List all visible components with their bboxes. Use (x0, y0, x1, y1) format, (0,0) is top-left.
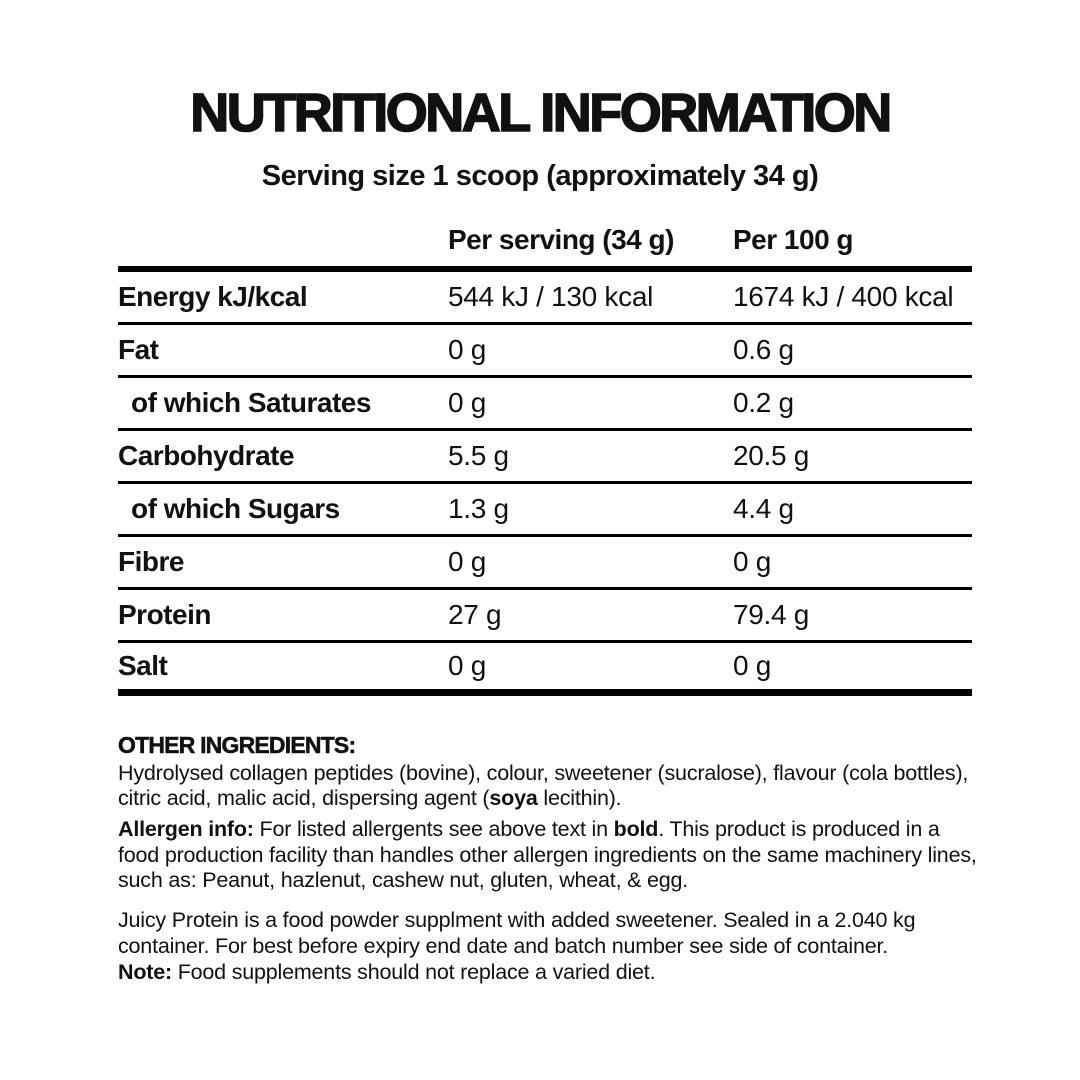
per-serving-value: 1.3 g (448, 493, 509, 524)
ingredients-allergen-bold: soya (489, 786, 538, 810)
table-row-carbohydrate: Carbohydrate 5.5 g 20.5 g (118, 431, 972, 484)
nutrition-table: Per serving (34 g) Per 100 g Energy kJ/k… (118, 222, 972, 696)
per-100g-value: 20.5 g (733, 440, 810, 471)
note-lead: Note: (118, 960, 172, 984)
per-serving-value: 5.5 g (448, 440, 509, 471)
other-ingredients-heading: OTHER INGREDIENTS: (118, 732, 357, 758)
table-header-row: Per serving (34 g) Per 100 g (118, 222, 972, 272)
table-row-salt: Salt 0 g 0 g (118, 643, 972, 696)
per-serving-value: 27 g (448, 599, 502, 630)
table-row-protein: Protein 27 g 79.4 g (118, 590, 972, 643)
note-text: Note: Food supplements should not replac… (118, 960, 980, 986)
nutrient-label: Energy kJ/kcal (118, 281, 308, 312)
nutrient-label: Fat (118, 334, 159, 365)
nutrient-label: Fibre (118, 546, 184, 577)
col-header-nutrient (118, 256, 448, 266)
table-row-fat: Fat 0 g 0.6 g (118, 325, 972, 378)
col-header-per-serving: Per serving (34 g) (448, 224, 674, 255)
table-row-fibre: Fibre 0 g 0 g (118, 537, 972, 590)
nutrient-label: Carbohydrate (118, 440, 295, 471)
table-row-saturates: of which Saturates 0 g 0.2 g (118, 378, 972, 431)
allergen-info-lead: Allergen info: (118, 817, 254, 841)
per-100g-value: 4.4 g (733, 493, 794, 524)
per-serving-value: 0 g (448, 546, 487, 577)
col-header-per-100g: Per 100 g (733, 224, 854, 255)
serving-size-subtitle: Serving size 1 scoop (approximately 34 g… (261, 160, 819, 192)
per-100g-value: 1674 kJ / 400 kcal (733, 281, 954, 312)
nutrient-label: of which Sugars (131, 493, 340, 524)
ingredients-text-part: Hydrolysed collagen peptides (bovine), c… (118, 760, 969, 811)
other-ingredients-text: Hydrolysed collagen peptides (bovine), c… (118, 761, 980, 812)
other-ingredients-section: OTHER INGREDIENTS: Hydrolysed collagen p… (118, 732, 980, 812)
nutrient-label: of which Saturates (131, 387, 371, 418)
allergen-text-part: . This product is produced in a food pro… (118, 817, 977, 892)
page-title: NUTRITIONAL INFORMATION (189, 82, 893, 144)
ingredients-text-part: lecithin). (537, 786, 622, 810)
per-100g-value: 0.6 g (733, 334, 794, 365)
per-serving-value: 0 g (448, 650, 487, 681)
note-body: Food supplements should not replace a va… (171, 960, 656, 984)
table-row-sugars: of which Sugars 1.3 g 4.4 g (118, 484, 972, 537)
per-serving-value: 0 g (448, 387, 487, 418)
per-100g-value: 79.4 g (733, 599, 810, 630)
per-100g-value: 0 g (733, 546, 772, 577)
allergen-text-part: For listed allergents see above text in (253, 817, 614, 841)
table-row-energy: Energy kJ/kcal 544 kJ / 130 kcal 1674 kJ… (118, 272, 972, 325)
per-serving-value: 544 kJ / 130 kcal (448, 281, 654, 312)
allergen-info-section: Allergen info: For listed allergents see… (118, 817, 980, 894)
product-info-text: Juicy Protein is a food powder supplment… (118, 908, 916, 958)
per-100g-value: 0 g (733, 650, 772, 681)
allergen-bold-word: bold (613, 817, 659, 841)
nutrient-label: Protein (118, 599, 211, 630)
per-100g-value: 0.2 g (733, 387, 794, 418)
nutrient-label: Salt (118, 650, 168, 681)
per-serving-value: 0 g (448, 334, 487, 365)
